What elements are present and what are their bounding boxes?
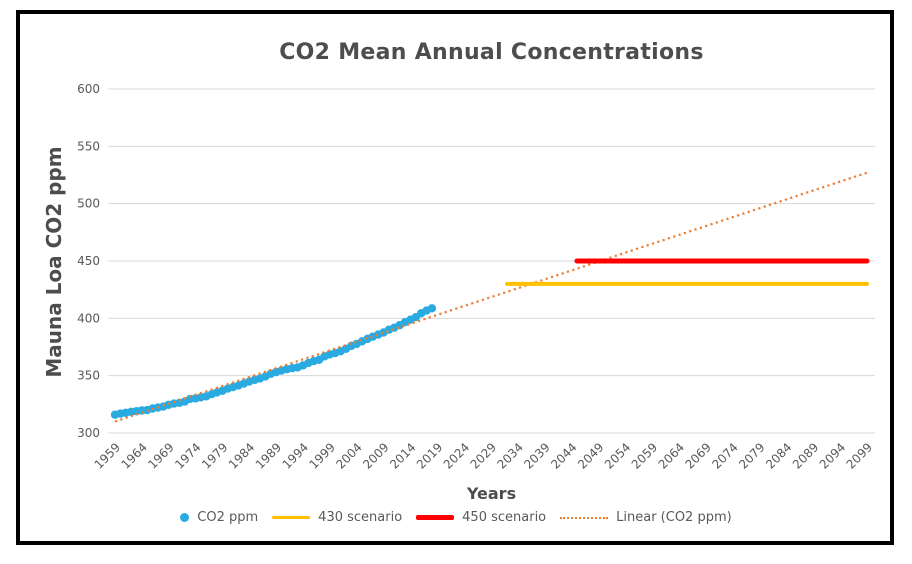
x-tick-label: 1989 xyxy=(253,440,284,471)
y-tick-label: 450 xyxy=(77,254,100,268)
x-tick-label: 2094 xyxy=(817,440,848,471)
y-tick-label: 550 xyxy=(77,139,100,153)
x-tick-label: 2064 xyxy=(656,440,687,471)
legend-label-430-scenario: 430 scenario xyxy=(318,510,403,525)
co2-data-point xyxy=(427,304,437,313)
x-tick-label: 2059 xyxy=(629,440,660,471)
x-tick-label: 2074 xyxy=(709,440,740,471)
legend-item-linear-trend: Linear (CO2 ppm) xyxy=(560,510,732,525)
x-tick-label: 2024 xyxy=(441,440,472,471)
x-tick-label: 2079 xyxy=(736,440,767,471)
x-tick-label: 2029 xyxy=(468,440,499,471)
y-tick-label: 350 xyxy=(77,369,100,383)
x-tick-label: 2084 xyxy=(763,440,794,471)
legend-label-linear-trend: Linear (CO2 ppm) xyxy=(616,510,732,525)
x-tick-label: 2014 xyxy=(387,440,418,471)
x-tick-label: 2019 xyxy=(414,440,445,471)
chart-title: CO2 Mean Annual Concentrations xyxy=(279,40,704,65)
co2-ppm-series xyxy=(110,304,437,419)
x-tick-label: 1994 xyxy=(280,440,311,471)
linear-trend-swatch xyxy=(560,516,609,519)
x-tick-label: 2069 xyxy=(682,440,713,471)
x-tick-label: 1979 xyxy=(199,440,230,471)
x-tick-label: 1999 xyxy=(306,440,337,471)
x-tick-label: 2009 xyxy=(360,440,391,471)
x-axis-title: Years xyxy=(466,484,517,503)
legend-item-450-scenario: 450 scenario xyxy=(416,510,546,525)
x-tick-label: 1959 xyxy=(92,440,123,471)
scenario-430-line-swatch xyxy=(272,516,311,519)
scenario-450-line-swatch xyxy=(416,515,455,520)
y-tick-label: 400 xyxy=(77,311,100,325)
x-tick-label: 1974 xyxy=(172,440,203,471)
x-tick-label: 2089 xyxy=(790,440,821,471)
x-tick-label: 2099 xyxy=(844,440,875,471)
x-tick-label: 1964 xyxy=(118,440,149,471)
y-tick-label: 300 xyxy=(77,426,100,440)
x-tick-label: 2039 xyxy=(521,440,552,471)
co2-ppm-marker-swatch xyxy=(180,513,190,522)
legend-label-co2-ppm: CO2 ppm xyxy=(197,510,259,525)
x-tick-label: 2044 xyxy=(548,440,579,471)
linear-trend-line xyxy=(114,171,868,423)
x-tick-label: 2049 xyxy=(575,440,606,471)
x-tick-label: 2004 xyxy=(333,440,364,471)
x-tick-label: 1984 xyxy=(226,440,257,471)
y-tick-label: 500 xyxy=(77,197,100,211)
legend-item-430-scenario: 430 scenario xyxy=(272,510,402,525)
x-tick-label: 2054 xyxy=(602,440,633,471)
x-tick-label: 2034 xyxy=(494,440,525,471)
legend-label-450-scenario: 450 scenario xyxy=(462,510,547,525)
y-tick-label: 600 xyxy=(77,82,100,96)
x-tick-label: 1969 xyxy=(145,440,176,471)
chart-border-frame xyxy=(16,10,894,545)
legend-item-co2-ppm: CO2 ppm xyxy=(180,510,258,525)
legend: CO2 ppm 430 scenario 450 scenario Linear… xyxy=(0,510,912,525)
